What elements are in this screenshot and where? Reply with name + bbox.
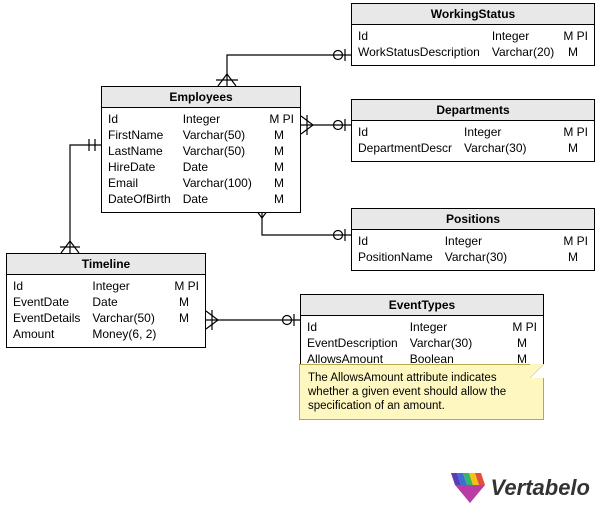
attr-type: Varchar(30) [445, 249, 556, 265]
attr-name: DepartmentDescr [358, 140, 452, 156]
attr-flags [174, 326, 199, 342]
entity-employees[interactable]: EmployeesIdFirstNameLastNameHireDateEmai… [101, 86, 301, 213]
entity-body: IdEventDateEventDetailsAmount IntegerDate… [7, 275, 205, 347]
attr-type: Varchar(20) [492, 44, 556, 60]
attr-flags: M [563, 44, 588, 60]
attr-flags: M PI [563, 124, 588, 140]
attr-type: Varchar(100) [183, 175, 262, 191]
logo-mark-icon [451, 473, 485, 503]
attr-type: Integer [410, 319, 505, 335]
attr-type: Integer [492, 28, 556, 44]
attr-flags: M [174, 310, 199, 326]
attr-name: FirstName [108, 127, 171, 143]
attr-type: Money(6, 2) [92, 326, 166, 342]
entity-departments[interactable]: Departments IdDepartmentDescr IntegerVarch… [351, 99, 595, 162]
attr-flags: M PI [174, 278, 199, 294]
attr-name: WorkStatusDescription [358, 44, 480, 60]
entity-timeline[interactable]: Timeline IdEventDateEventDetailsAmount Int… [6, 253, 206, 348]
attr-flags: M [269, 127, 294, 143]
attr-flags: M [269, 159, 294, 175]
entity-body: IdPositionName IntegerVarchar(30) M PIM [352, 230, 594, 270]
attr-type: Varchar(30) [410, 335, 505, 351]
entity-body: IdDepartmentDescr IntegerVarchar(30) M PIM [352, 121, 594, 161]
attr-type: Varchar(50) [92, 310, 166, 326]
attr-flags: M PI [269, 111, 294, 127]
attr-type: Integer [445, 233, 556, 249]
note: The AllowsAmount attribute indicates whe… [299, 364, 544, 420]
attr-type: Varchar(50) [183, 127, 262, 143]
attr-name: Email [108, 175, 171, 191]
entity-title: Departments [352, 100, 594, 121]
note-text: The AllowsAmount attribute indicates whe… [308, 372, 506, 412]
attr-flags: M PI [563, 28, 588, 44]
entity-body: IdWorkStatusDescription IntegerVarchar(20… [352, 25, 594, 65]
attr-type: Varchar(50) [183, 143, 262, 159]
entity-eventtypes[interactable]: EventTypesIdEventDescriptionAllowsAmount… [300, 294, 544, 373]
entity-title: WorkingStatus [352, 4, 594, 25]
attr-name: Id [108, 111, 171, 127]
attr-flags: M PI [512, 319, 537, 335]
vertabelo-logo: Vertabelo [451, 473, 590, 503]
attr-name: Id [13, 278, 80, 294]
attr-name: HireDate [108, 159, 171, 175]
attr-name: Id [307, 319, 398, 335]
entity-title: Employees [102, 87, 300, 108]
attr-name: Id [358, 233, 433, 249]
logo-text: Vertabelo [491, 475, 590, 501]
attr-flags: M [563, 140, 588, 156]
attr-flags: M [512, 335, 537, 351]
attr-flags: M [269, 175, 294, 191]
attr-name: Id [358, 28, 480, 44]
attr-type: Date [183, 159, 262, 175]
attr-name: EventDate [13, 294, 80, 310]
attr-type: Integer [464, 124, 555, 140]
entity-title: Timeline [7, 254, 205, 275]
attr-type: Date [183, 191, 262, 207]
entity-body: IdFirstNameLastNameHireDateEmailDateOfBi… [102, 108, 300, 212]
attr-name: Id [358, 124, 452, 140]
note-fold-icon [530, 364, 544, 378]
attr-flags: M [269, 191, 294, 207]
attr-name: PositionName [358, 249, 433, 265]
attr-name: LastName [108, 143, 171, 159]
attr-flags: M [174, 294, 199, 310]
attr-type: Integer [183, 111, 262, 127]
entity-title: EventTypes [301, 295, 543, 316]
attr-name: DateOfBirth [108, 191, 171, 207]
attr-flags: M PI [563, 233, 588, 249]
attr-name: Amount [13, 326, 80, 342]
entity-positions[interactable]: Positions IdPositionName IntegerVarchar(30… [351, 208, 595, 271]
attr-name: EventDescription [307, 335, 398, 351]
attr-type: Integer [92, 278, 166, 294]
attr-type: Varchar(30) [464, 140, 555, 156]
attr-type: Date [92, 294, 166, 310]
entity-workingstatus[interactable]: WorkingStatus IdWorkStatusDescription Inte… [351, 3, 595, 66]
attr-flags: M [563, 249, 588, 265]
entity-title: Positions [352, 209, 594, 230]
attr-flags: M [269, 143, 294, 159]
attr-name: EventDetails [13, 310, 80, 326]
